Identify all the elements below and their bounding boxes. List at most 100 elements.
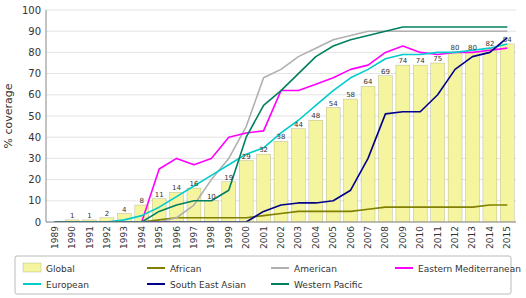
grid-line xyxy=(46,73,516,74)
legend-swatch xyxy=(395,267,413,269)
data-label: 16 xyxy=(190,180,199,188)
x-axis-line xyxy=(46,222,516,223)
line xyxy=(55,27,508,222)
line xyxy=(55,31,508,222)
data-label: 82 xyxy=(485,40,494,48)
x-tick-label: 1992 xyxy=(102,226,112,249)
bar xyxy=(378,76,392,222)
data-label: 80 xyxy=(468,44,477,52)
legend-swatch xyxy=(23,283,41,285)
bar xyxy=(344,99,358,222)
legend-label: African xyxy=(170,264,201,274)
y-tick-label: 40 xyxy=(28,132,41,143)
legend-swatch xyxy=(271,267,289,269)
bar xyxy=(274,141,288,222)
x-tick-label: 1999 xyxy=(224,226,234,249)
y-axis-label: % coverage xyxy=(2,83,15,148)
y-tick-label: 70 xyxy=(28,68,41,79)
data-label: 29 xyxy=(242,153,251,161)
grid-line xyxy=(46,10,516,11)
x-tick-label: 1990 xyxy=(67,226,77,249)
legend-swatch xyxy=(147,283,165,285)
legend-label: European xyxy=(46,280,89,290)
x-tick-label: 2006 xyxy=(346,226,356,249)
data-label: 14 xyxy=(172,184,181,192)
x-tick-label: 2010 xyxy=(415,226,425,249)
data-labels: 1124811141610192932384448545864697474758… xyxy=(70,36,512,220)
legend-label: South East Asian xyxy=(170,280,246,290)
legend: Global African American Eastern Mediterrane… xyxy=(15,256,521,294)
y-tick-label: 50 xyxy=(28,111,41,122)
x-tick-label: 2004 xyxy=(311,226,321,249)
x-tick-label: 2001 xyxy=(259,226,269,249)
legend-label: Global xyxy=(46,264,75,274)
bar xyxy=(204,201,218,222)
bar xyxy=(396,65,410,222)
y-tick-label: 30 xyxy=(28,153,41,164)
y-tick-label: 80 xyxy=(28,47,41,58)
y-tick-label: 60 xyxy=(28,89,41,100)
data-label: 1 xyxy=(70,212,74,220)
data-label: 54 xyxy=(329,100,338,108)
y-tick-label: 20 xyxy=(28,174,41,185)
x-tick-label: 1996 xyxy=(172,226,182,249)
grid-line xyxy=(46,94,516,95)
data-label: 19 xyxy=(224,174,233,182)
y-tick-label: 10 xyxy=(28,195,41,206)
legend-swatch xyxy=(147,267,165,269)
x-tick-label: 2009 xyxy=(398,226,408,249)
bar xyxy=(413,65,427,222)
data-label: 58 xyxy=(346,91,355,99)
legend-swatch xyxy=(23,263,41,272)
data-label: 2 xyxy=(105,210,109,218)
x-tick-label: 2014 xyxy=(485,226,495,249)
bar xyxy=(291,129,305,222)
data-label: 80 xyxy=(451,44,460,52)
legend-box xyxy=(15,256,511,294)
y-grid: 0102030405060708090100 xyxy=(22,5,516,228)
x-tick-label: 1991 xyxy=(85,226,95,249)
x-tick-label: 2007 xyxy=(363,226,373,249)
bar xyxy=(309,120,323,222)
x-tick-label: 1989 xyxy=(50,226,60,249)
data-label: 69 xyxy=(381,68,390,76)
bar xyxy=(326,108,340,222)
chart: 0102030405060708090100% coverage11248111… xyxy=(0,0,526,298)
legend-label: Eastern Mediterranean xyxy=(418,264,521,274)
x-tick-label: 2015 xyxy=(502,226,512,249)
bar xyxy=(500,44,514,222)
x-tick-label: 1995 xyxy=(154,226,164,249)
data-label: 84 xyxy=(503,36,512,44)
data-label: 32 xyxy=(259,146,268,154)
bar xyxy=(361,86,375,222)
x-tick-label: 1997 xyxy=(189,226,199,249)
bar xyxy=(483,48,497,222)
x-tick-label: 2000 xyxy=(241,226,251,249)
data-label: 10 xyxy=(207,193,216,201)
legend-label: Western Pacific xyxy=(294,280,362,290)
data-label: 4 xyxy=(122,206,127,214)
x-tick-label: 2002 xyxy=(276,226,286,249)
bar xyxy=(466,52,480,222)
y-tick-label: 0 xyxy=(35,217,41,228)
x-ticks: 1989199019911992199319941995199619971998… xyxy=(50,226,513,249)
data-label: 11 xyxy=(155,191,164,199)
x-tick-label: 1993 xyxy=(119,226,129,249)
data-label: 44 xyxy=(294,121,303,129)
data-label: 75 xyxy=(433,55,442,63)
data-label: 48 xyxy=(311,112,320,120)
x-tick-label: 1994 xyxy=(137,226,147,249)
grid-line xyxy=(46,116,516,117)
x-tick-label: 2013 xyxy=(467,226,477,249)
line xyxy=(55,38,508,222)
line xyxy=(55,44,508,222)
data-label: 38 xyxy=(277,133,286,141)
data-label: 74 xyxy=(416,57,425,65)
bar xyxy=(239,161,253,222)
legend-swatch xyxy=(271,283,289,285)
x-tick-label: 2011 xyxy=(433,226,443,249)
legend-label: American xyxy=(294,264,337,274)
x-tick-label: 2005 xyxy=(328,226,338,249)
data-label: 64 xyxy=(364,78,373,86)
data-label: 74 xyxy=(398,57,407,65)
